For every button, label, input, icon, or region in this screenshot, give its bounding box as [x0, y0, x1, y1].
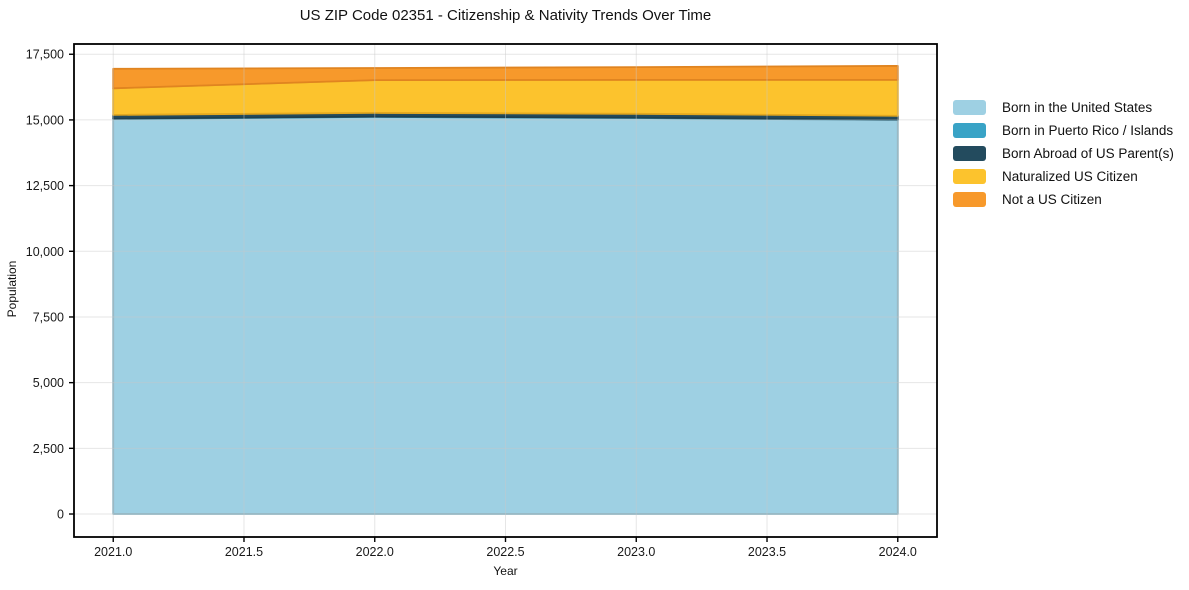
y-tick-label: 17,500 — [26, 48, 64, 62]
y-tick-label: 5,000 — [33, 376, 64, 390]
x-tick-label: 2022.0 — [356, 545, 394, 559]
x-axis-label: Year — [493, 564, 518, 578]
x-tick-label: 2021.5 — [225, 545, 263, 559]
legend: Born in the United States Born in Puerto … — [953, 99, 1174, 214]
chart-title: US ZIP Code 02351 - Citizenship & Nativi… — [299, 7, 712, 24]
legend-item-3: Naturalized US Citizen — [953, 168, 1174, 184]
legend-label: Not a US Citizen — [1002, 191, 1102, 207]
y-tick-label: 15,000 — [26, 113, 64, 127]
y-tick-label: 0 — [57, 508, 64, 522]
legend-label: Born in Puerto Rico / Islands — [1002, 122, 1174, 138]
legend-swatch-icon — [953, 145, 986, 161]
x-tick-label: 2023.0 — [617, 545, 655, 559]
legend-item-1: Born in Puerto Rico / Islands — [953, 122, 1174, 138]
legend-label: Naturalized US Citizen — [1002, 168, 1138, 184]
legend-item-0: Born in the United States — [953, 99, 1174, 115]
y-tick-label: 2,500 — [33, 442, 64, 456]
x-tick-label: 2024.0 — [879, 545, 917, 559]
area-series-4 — [112, 65, 899, 90]
y-tick-label: 7,500 — [33, 310, 64, 324]
y-tick-label: 10,000 — [26, 245, 64, 259]
legend-item-4: Not a US Citizen — [953, 191, 1174, 207]
legend-item-2: Born Abroad of US Parent(s) — [953, 145, 1174, 161]
x-tick-label: 2023.5 — [748, 545, 786, 559]
legend-swatch-icon — [953, 168, 986, 184]
y-tick-label: 12,500 — [26, 179, 64, 193]
legend-swatch-icon — [953, 99, 986, 115]
legend-swatch-icon — [953, 122, 986, 138]
legend-swatch-icon — [953, 191, 986, 207]
legend-label: Born in the United States — [1002, 99, 1153, 115]
x-tick-label: 2022.5 — [486, 545, 524, 559]
x-tick-label: 2021.0 — [94, 545, 132, 559]
legend-label: Born Abroad of US Parent(s) — [1002, 145, 1174, 161]
